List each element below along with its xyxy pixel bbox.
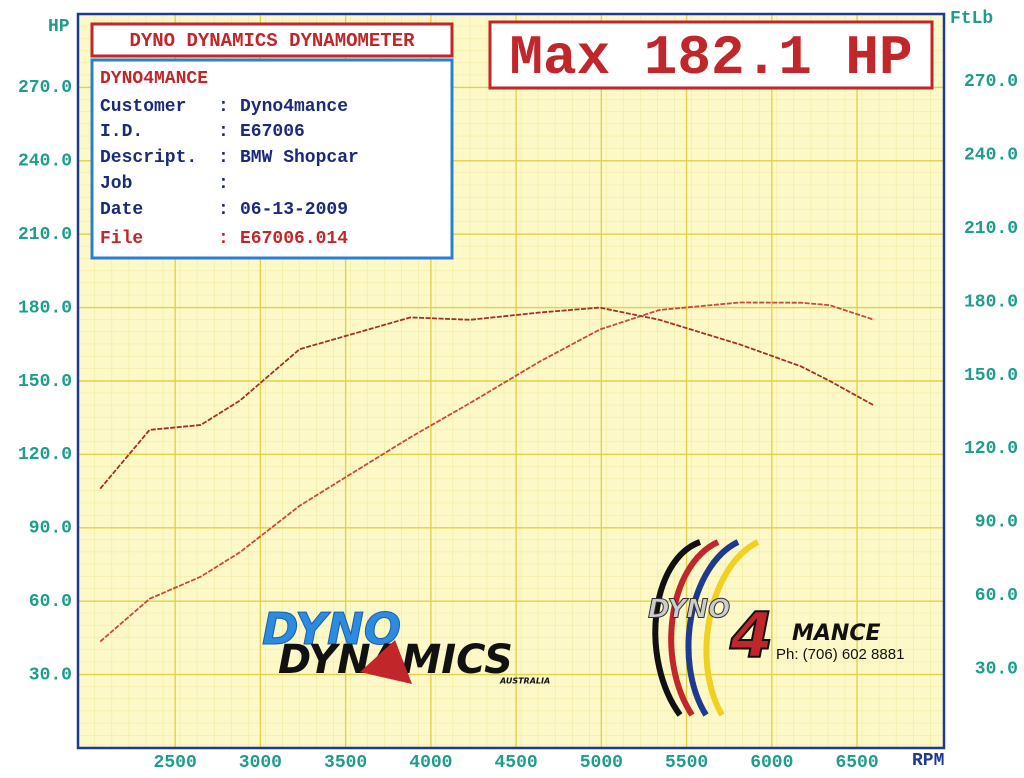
y-tick-label: 60.0 [29,592,72,612]
x-tick-label: 4500 [495,753,538,773]
x-tick-label: 2500 [154,753,197,773]
logo-text: AUSTRALIA [499,677,550,686]
y2-tick-label: 150.0 [964,366,1018,386]
y2-tick-label: 270.0 [964,72,1018,92]
y2-tick-label: 210.0 [964,219,1018,239]
x-tick-label: 6000 [750,753,793,773]
y-tick-label: 150.0 [18,372,72,392]
logo-text: Ph: (706) 602 8881 [776,646,904,663]
info-field: Date [100,200,143,220]
info-field: : [218,174,229,194]
info-field: : [218,200,229,220]
y-tick-label: 270.0 [18,78,72,98]
info-field: Descript. [100,148,197,168]
info-rows: Customer: Dyno4mance I.D.: E67006 Descript.:… [100,97,359,249]
y2-tick-label: 60.0 [975,586,1018,606]
y2-tick-label: 240.0 [964,146,1018,166]
subtitle: DYNO DYNAMICS DYNAMOMETER [129,30,415,52]
y2-tick-label: 90.0 [975,513,1018,533]
y-tick-label: 240.0 [18,152,72,172]
x-axis-title: RPM [912,751,944,771]
info-field: : [218,148,229,168]
y2-tick-label: 120.0 [964,439,1018,459]
info-field: E67006.014 [240,229,348,249]
x-tick-label: 3000 [239,753,282,773]
dyno-dynamics-logo: DYNO DYNAMICS AUSTRALIA [262,604,551,686]
series-line [99,306,875,490]
x-tick-label: 3500 [324,753,367,773]
y-tick-label: 210.0 [18,225,72,245]
info-title: DYNO4MANCE [100,69,208,89]
x-tick-label: 5500 [665,753,708,773]
x-tick-label: 4000 [409,753,452,773]
logo-text: MANCE [792,621,881,646]
info-field: BMW Shopcar [240,148,359,168]
y-axis-title: HP [48,17,70,37]
y2-tick-label: 30.0 [975,659,1018,679]
logo-mark [360,640,412,684]
info-field: File [100,229,143,249]
info-box [90,58,454,260]
info-field: Job [100,174,132,194]
lines [99,301,875,643]
title-box [488,20,934,90]
grid [78,14,944,748]
info-field: E67006 [240,122,305,142]
y-tick-label: 90.0 [29,519,72,539]
chart-title: Max 182.1 HP [509,26,912,90]
info-field: : [218,229,229,249]
info-field: Dyno4mance [240,97,348,117]
logo-text: DYNO [648,595,730,625]
y-tick-label: 180.0 [18,298,72,318]
y2-tick-label: 180.0 [964,292,1018,312]
info-field: : [218,97,229,117]
series-line [99,301,875,643]
x-tick-label: 5000 [580,753,623,773]
y2-axis-title: FtLb [950,9,993,29]
logo-text: DYNO [262,604,401,655]
info-field: Customer [100,97,186,117]
info-field: 06-13-2009 [240,200,348,220]
info-field: I.D. [100,122,143,142]
y-tick-label: 120.0 [18,445,72,465]
y-tick-label: 30.0 [29,665,72,685]
subtitle-box [90,22,454,58]
logo-text: 4 [729,599,773,672]
plot-border [76,12,946,750]
x-tick-label: 6500 [835,753,878,773]
info-field: : [218,122,229,142]
dyno4mance-logo: DYNO 4 MANCE Ph: (706) 602 8881 [648,539,904,717]
